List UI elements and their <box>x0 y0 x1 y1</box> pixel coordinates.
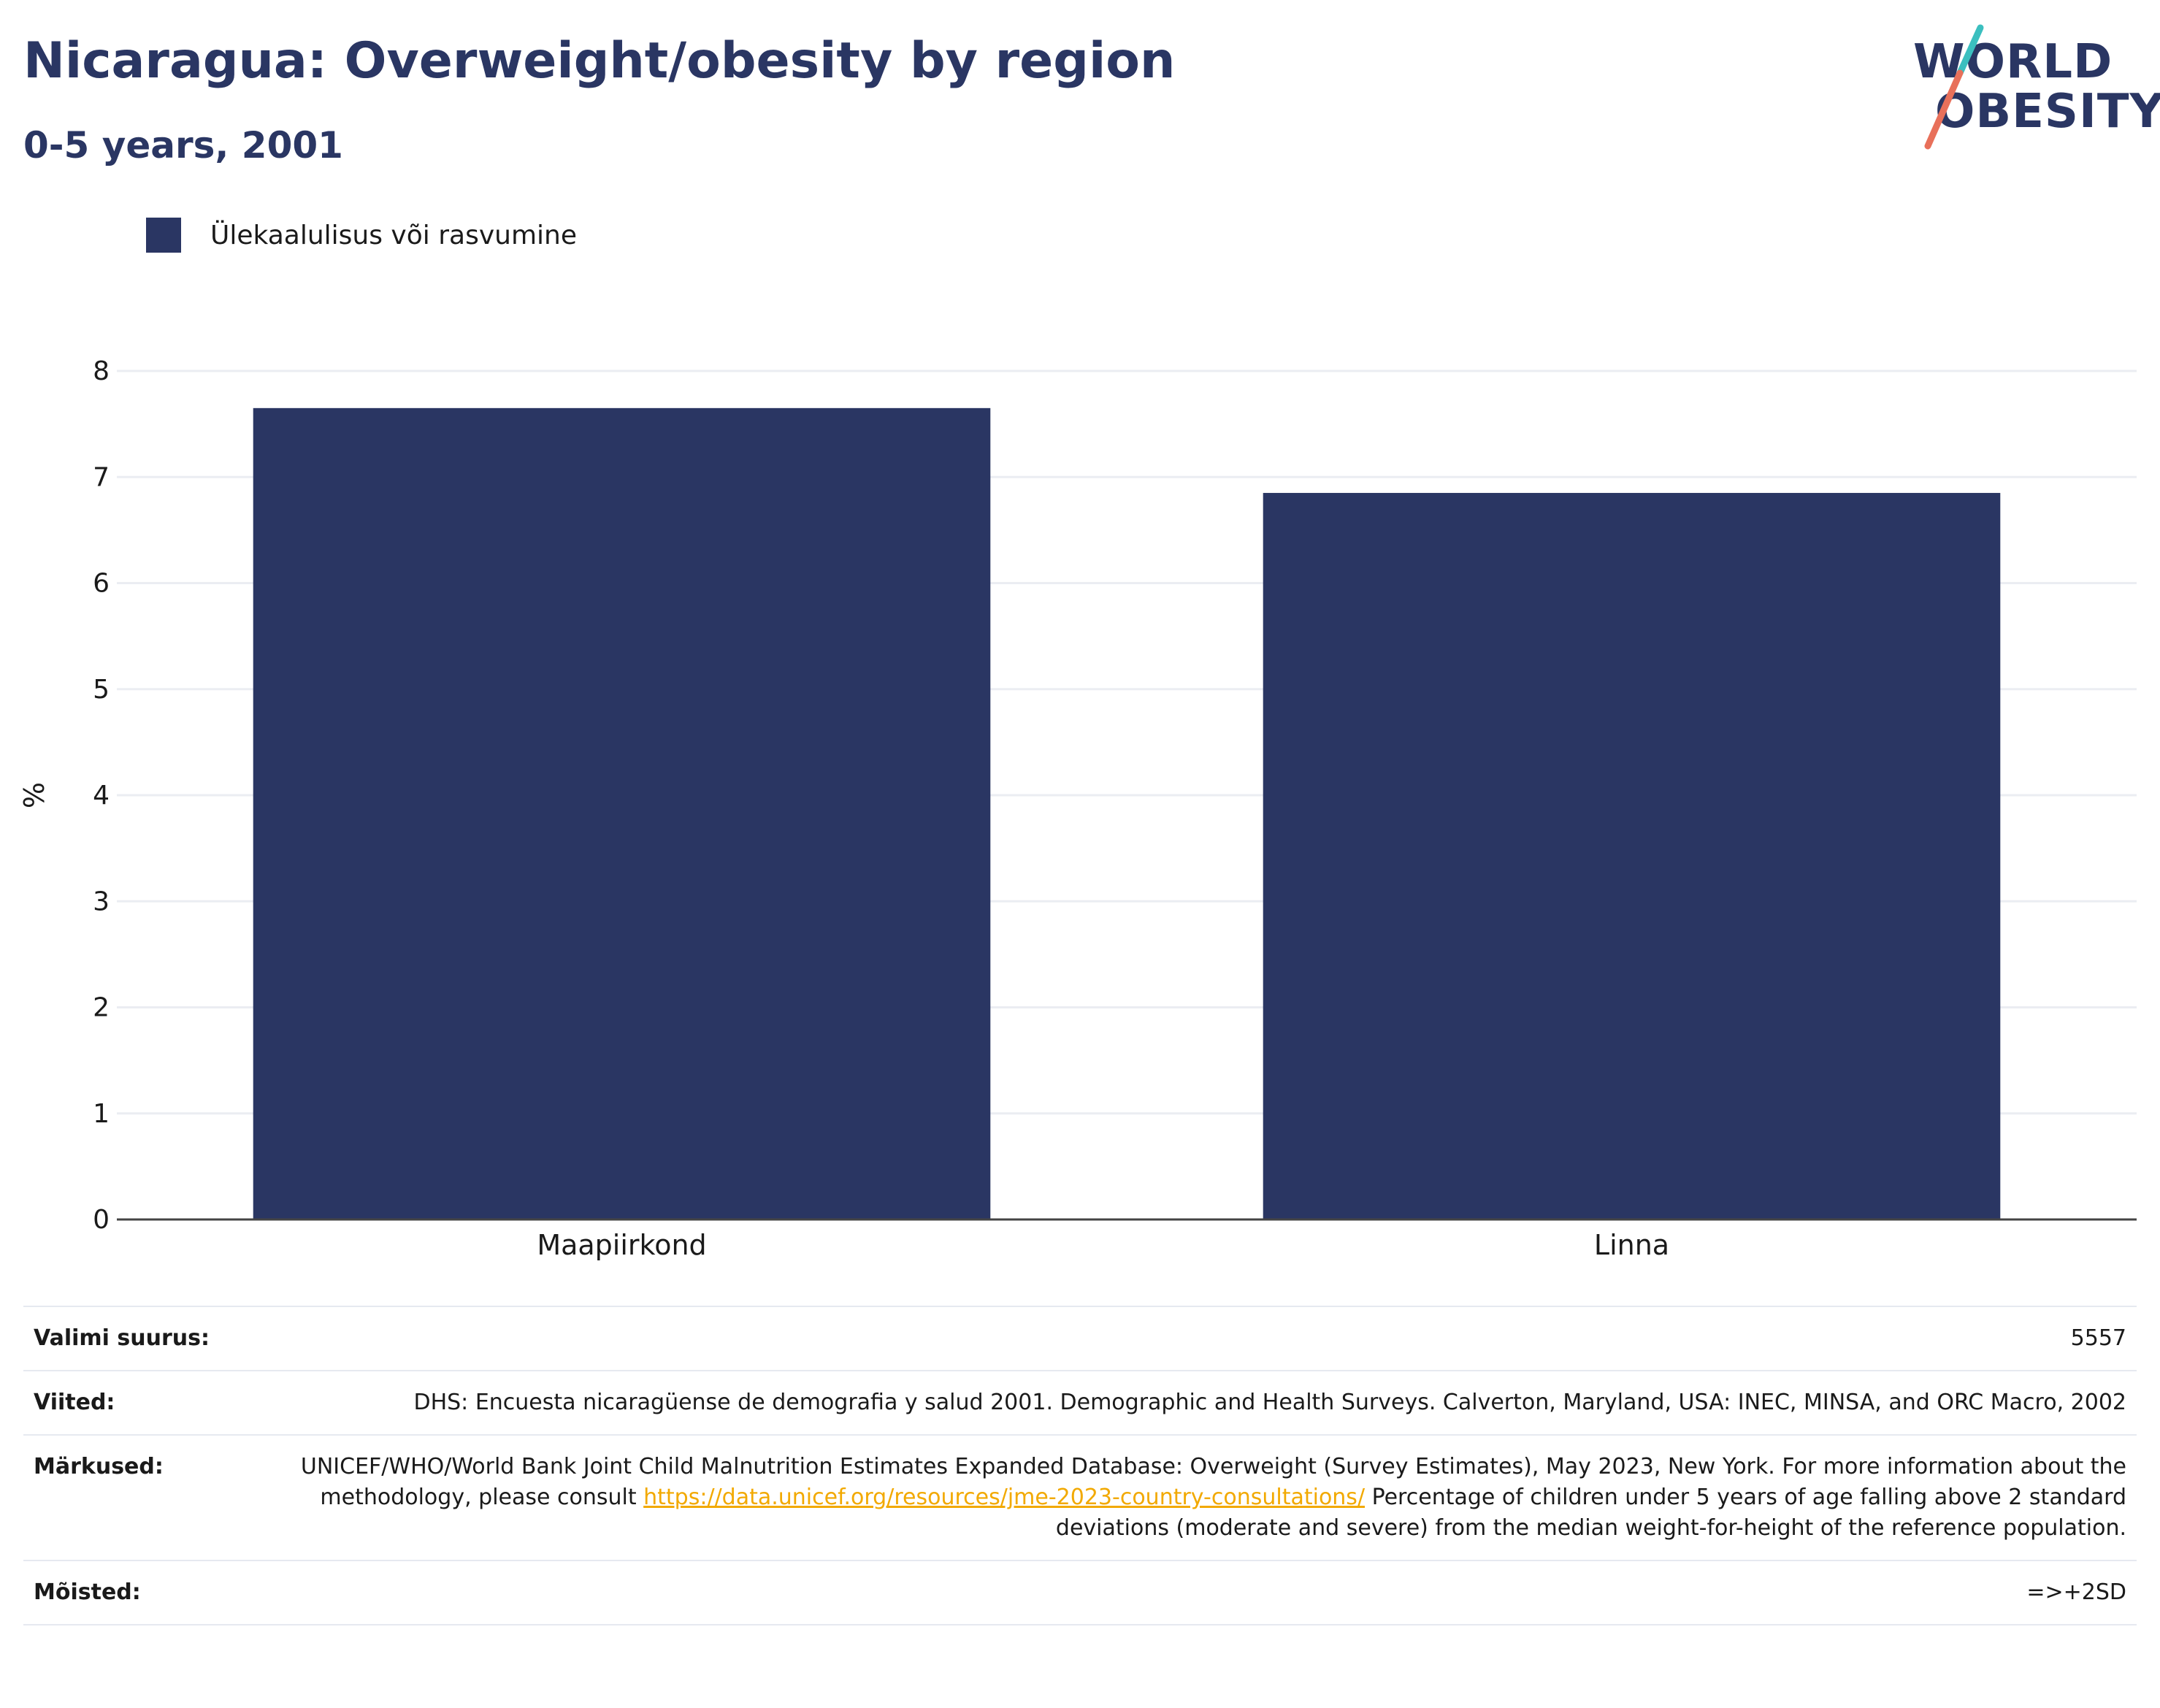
chart-title: Nicaragua: Overweight/obesity by region <box>23 32 1176 90</box>
info-row-sample-size: Valimi suurus: 5557 <box>23 1306 2137 1371</box>
info-key: Märkused: <box>23 1434 277 1560</box>
y-tick-label: 2 <box>93 993 110 1023</box>
notes-text-after: Percentage of children under 5 years of … <box>1055 1485 2126 1541</box>
legend-swatch <box>146 218 181 253</box>
info-table: Valimi suurus: 5557 Viited: DHS: Encuest… <box>23 1306 2137 1625</box>
x-tick-label: Maapiirkond <box>537 1229 706 1261</box>
y-tick-label: 0 <box>93 1205 110 1235</box>
y-tick-label: 8 <box>93 356 110 386</box>
notes-text-before: UNICEF/WHO/World Bank Joint Child Malnut… <box>300 1454 2126 1510</box>
logo-word-obesity: OBESITY <box>1935 85 2160 139</box>
y-tick-label: 4 <box>93 781 110 811</box>
methodology-link[interactable]: https://data.unicef.org/resources/jme-20… <box>643 1485 1366 1510</box>
bar-chart: 0 1 2 3 4 5 6 7 8 Maapiirkond Linna% <box>18 356 2137 1261</box>
info-key: Viited: <box>23 1370 277 1435</box>
y-tick-label: 5 <box>93 675 110 705</box>
legend[interactable]: Ülekaalulisus või rasvumine <box>146 218 577 253</box>
y-tick-label: 7 <box>93 462 110 492</box>
info-row-notes: Märkused: UNICEF/WHO/World Bank Joint Ch… <box>23 1434 2137 1560</box>
info-value: DHS: Encuesta nicaragüense de demografia… <box>277 1370 2137 1435</box>
info-key: Mõisted: <box>23 1560 277 1625</box>
y-axis-label: % <box>18 782 50 808</box>
info-value: =>+2SD <box>277 1560 2137 1625</box>
info-value: 5557 <box>277 1306 2137 1371</box>
bar <box>1263 493 2001 1219</box>
y-tick-label: 6 <box>93 569 110 599</box>
bar <box>253 407 991 1219</box>
legend-label: Ülekaalulisus või rasvumine <box>210 220 577 250</box>
x-tick-label: Linna <box>1594 1229 1669 1261</box>
chart-subtitle: 0-5 years, 2001 <box>23 124 343 166</box>
info-value: UNICEF/WHO/World Bank Joint Child Malnut… <box>277 1434 2137 1560</box>
info-row-definitions: Mõisted: =>+2SD <box>23 1560 2137 1625</box>
info-row-references: Viited: DHS: Encuesta nicaragüense de de… <box>23 1370 2137 1435</box>
y-tick-label: 3 <box>93 886 110 916</box>
info-key: Valimi suurus: <box>23 1306 277 1371</box>
logo-word-world: WORLD <box>1913 35 2113 89</box>
world-obesity-logo[interactable]: WORLD OBESITY <box>1899 22 2160 153</box>
logo-slash-icon <box>1924 24 1984 150</box>
y-tick-label: 1 <box>93 1099 110 1129</box>
